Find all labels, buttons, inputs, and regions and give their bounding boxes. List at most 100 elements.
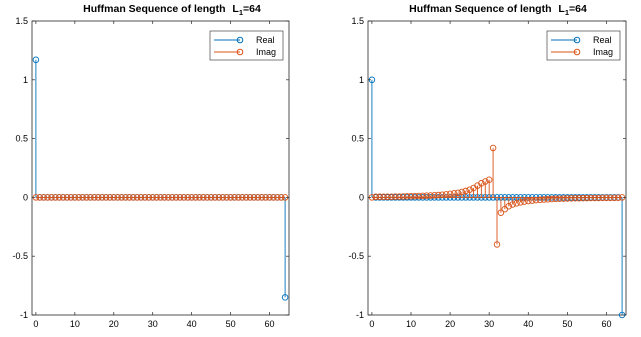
y-tick-label: 0 — [359, 192, 364, 202]
stem-marker-imag — [223, 194, 230, 201]
stem-marker-imag — [423, 192, 430, 199]
x-tick-label: 30 — [148, 319, 158, 329]
y-tick-label: 0 — [23, 192, 28, 202]
legend: Real Imag — [546, 30, 621, 61]
stem-marker-imag — [250, 194, 258, 201]
stem-marker-imag — [83, 194, 90, 201]
y-tick-label: 1.5 — [15, 16, 28, 26]
stem-marker-imag — [106, 194, 114, 201]
y-tick-label: -1 — [356, 310, 364, 320]
stem-marker-imag — [595, 194, 602, 202]
stem-marker-imag — [548, 195, 555, 203]
legend-box — [209, 30, 284, 61]
x-tick-label: 40 — [187, 319, 197, 329]
stem-marker-imag — [277, 194, 285, 201]
plot-area — [368, 76, 626, 319]
y-tick-label: 1 — [23, 75, 28, 85]
legend-imag-marker — [236, 48, 244, 56]
stem-marker-imag — [415, 192, 423, 200]
stem-marker-imag — [372, 193, 380, 201]
stem-marker-imag — [118, 194, 125, 201]
stem-marker-imag — [419, 192, 426, 200]
x-tick-label: 20 — [109, 319, 119, 329]
stem-marker-imag — [227, 194, 234, 201]
stem-marker-imag — [568, 195, 575, 202]
stem-marker-imag — [172, 194, 180, 201]
stem-marker-imag — [509, 201, 516, 208]
stem-marker-imag — [114, 194, 121, 201]
legend-imag-label: Imag — [593, 47, 613, 57]
stem-marker-imag — [435, 191, 442, 199]
stem-marker-imag — [454, 189, 462, 197]
stem-marker-imag — [505, 202, 512, 210]
x-tick-label: 60 — [601, 319, 611, 329]
stem-marker-imag — [384, 193, 391, 200]
stem-marker-imag — [411, 192, 419, 200]
stem-marker-imag — [466, 186, 473, 194]
x-tick-label: 50 — [562, 319, 572, 329]
legend-real-marker — [236, 36, 244, 44]
stem-marker-imag — [575, 194, 583, 202]
axis-ticks: 0 10 20 30 40 50 60 -1 -0.5 0 0.5 1 1.5 — [12, 16, 289, 329]
stem-marker-imag — [200, 194, 207, 201]
x-tick-label: 10 — [70, 319, 80, 329]
stem-marker-imag — [462, 187, 469, 195]
stem-marker-imag — [87, 194, 94, 201]
legend-imag-marker — [573, 48, 581, 56]
stem-marker-imag — [399, 193, 407, 200]
legend-imag-label: Imag — [256, 47, 276, 57]
stem-marker-imag — [482, 178, 489, 185]
stem-marker-imag — [145, 194, 153, 201]
stem-marker-imag — [63, 194, 71, 201]
stem-marker-imag — [403, 193, 411, 200]
stem-marker-imag — [246, 194, 254, 201]
stem-marker-imag — [407, 192, 415, 200]
stem-marker-imag — [52, 194, 59, 201]
legend-real-marker — [573, 36, 581, 44]
stem-marker-imag — [44, 194, 51, 201]
stem-marker-imag — [603, 194, 610, 202]
stem-marker-imag — [180, 194, 188, 201]
stem-marker-imag — [427, 192, 434, 199]
plot-area — [32, 56, 289, 301]
stem-marker-imag — [67, 194, 75, 201]
stem-marker-imag — [583, 194, 591, 202]
legend-box — [546, 30, 621, 61]
right-chart: Huffman Sequence of length L1=64 0 10 20 30… — [348, 3, 627, 329]
stem-marker-imag — [599, 194, 606, 202]
stem-marker-imag — [396, 193, 403, 200]
legend-real-label: Real — [593, 35, 612, 45]
stem-marker-imag — [458, 188, 466, 196]
chart-title: Huffman Sequence of length L1=64 — [409, 3, 587, 17]
stem-marker-imag — [133, 194, 141, 201]
stem-marker-imag — [176, 194, 184, 201]
stem-marker-imag — [79, 194, 86, 201]
stem-marker-imag — [262, 194, 269, 201]
stem-marker-imag — [270, 194, 277, 201]
legend-real-label: Real — [256, 35, 275, 45]
stem-marker-imag — [380, 193, 387, 201]
chart-title: Huffman Sequence of length L1=64 — [83, 3, 261, 17]
stem-marker-real — [281, 294, 289, 301]
x-tick-label: 20 — [445, 319, 455, 329]
stem-marker-imag — [521, 198, 528, 205]
stem-marker-imag — [129, 194, 137, 201]
stem-marker-imag — [614, 194, 622, 202]
stem-marker-imag — [536, 196, 544, 204]
left-chart: Huffman Sequence of length L1=64 0 10 20 30… — [12, 3, 290, 329]
stem-marker-imag — [149, 194, 156, 201]
stem-marker-imag — [439, 191, 446, 198]
stem-marker-imag — [431, 192, 438, 199]
x-tick-label: 30 — [484, 319, 494, 329]
stem-marker-imag — [165, 194, 172, 201]
stem-marker-imag — [446, 190, 454, 198]
stem-marker-imag — [141, 194, 149, 201]
stem-marker-real — [32, 56, 40, 64]
stem-marker-imag — [91, 194, 98, 201]
stem-marker-imag — [75, 194, 82, 201]
stem-marker-imag — [211, 194, 219, 201]
stem-marker-imag — [196, 194, 203, 201]
y-tick-label: -0.5 — [12, 251, 28, 261]
stem-marker-imag — [219, 194, 227, 201]
